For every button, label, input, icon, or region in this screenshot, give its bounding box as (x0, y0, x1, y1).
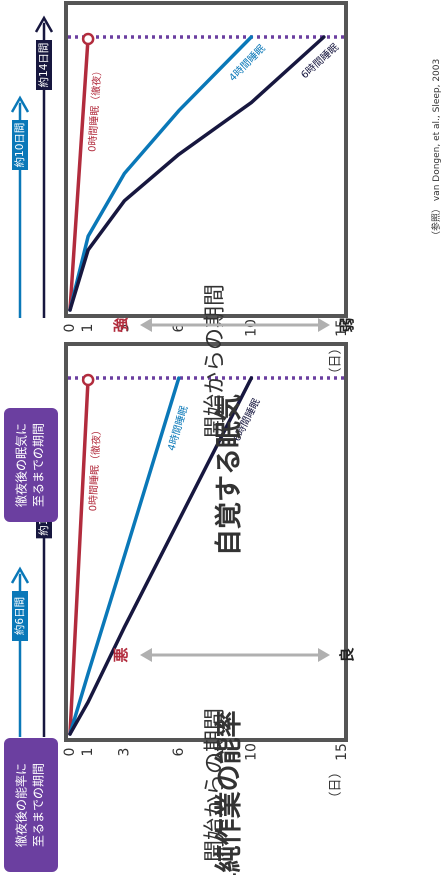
panel-annotations-0: 悪良単純作業の能率徹夜後の能率に至るまでの期間約6日間約10日間 (4, 463, 356, 879)
bracket-arrowhead-1 (34, 15, 54, 33)
value-axis-arrowhead-left (140, 318, 152, 332)
series-line-0 (68, 35, 90, 312)
plot-frame (64, 342, 348, 742)
value-axis-arrowhead-right (318, 648, 330, 662)
x-tick-label-4: 10 (243, 743, 259, 761)
value-axis-title: 単純作業の能率 (213, 711, 245, 876)
x-tick-label-1: 1 (80, 324, 96, 333)
series-line-0 (68, 376, 90, 736)
x-tick-label-0: 0 (62, 324, 78, 333)
value-low-label: 良 (338, 647, 356, 662)
bracket-label-0: 約10日間 (13, 123, 26, 168)
x-tick-label-5: 15 (334, 743, 350, 761)
bracket-label-bg-0 (12, 591, 28, 641)
x-axis-unit: （日） (329, 341, 344, 380)
x-tick-label-3: 6 (171, 747, 187, 756)
series-line-1 (68, 35, 254, 312)
series-line-2 (68, 35, 326, 312)
period-box-line-1: 至るまでの期間 (32, 423, 46, 507)
citation-group: （参照） van Dongen, et al., Sleep, 2003 (430, 59, 442, 240)
bracket-line-0 (18, 102, 22, 318)
series-label-0: 0時間睡眠（徹夜） (85, 65, 104, 152)
bracket-label-bg-0 (12, 120, 28, 170)
bracket-line-0 (18, 573, 22, 737)
plot-frame (64, 1, 348, 318)
value-high-label: 強 (112, 317, 130, 332)
bracket-arrowhead-0 (10, 95, 30, 113)
x-axis-title: 開始からの期間 (203, 284, 228, 438)
series-line-1 (68, 376, 181, 736)
value-axis-arrowhead-left (140, 648, 152, 662)
period-box-line-0: 徹夜後の眠気に (14, 423, 29, 507)
series-label-1: 4時間睡眠 (226, 42, 268, 84)
x-axis-title: 開始からの期間 (203, 708, 228, 862)
x-axis-unit: （日） (329, 765, 344, 804)
chart-panel-sleepiness: 0時間睡眠（徹夜） 4時間睡眠 6時間睡眠 0 1 3 6 10 15 開始からの期間 （日） (62, 1, 350, 438)
x-tick-label-2: 3 (116, 748, 132, 757)
x-tick-label-1: 1 (80, 748, 96, 757)
series-label-0: 0時間睡眠（徹夜） (86, 425, 103, 512)
period-box (4, 408, 58, 522)
period-box-line-1: 至るまでの期間 (32, 763, 46, 847)
value-low-label: 弱 (338, 317, 356, 332)
x-tick-label-3: 6 (171, 323, 187, 332)
bracket-line-1 (42, 22, 46, 318)
x-tick-label-0: 0 (62, 748, 78, 757)
x-tick-label-5: 15 (334, 319, 350, 337)
bracket-arrowhead-0 (10, 566, 30, 584)
value-high-label: 悪 (112, 647, 130, 662)
bracket-label-0: 約6日間 (13, 597, 26, 635)
value-axis-title: 自覚する眠気 (213, 394, 245, 556)
bracket-label-bg-1 (36, 40, 52, 90)
value-axis-arrowhead-right (318, 318, 330, 332)
series-label-2: 6時間睡眠 (298, 40, 341, 81)
bracket-label-1: 約14日間 (37, 43, 50, 88)
period-box-line-0: 徹夜後の能率に (14, 763, 29, 847)
series-line-2 (68, 376, 254, 736)
citation-text: （参照） van Dongen, et al., Sleep, 2003 (430, 59, 442, 240)
period-box (4, 738, 58, 872)
x-tick-label-4: 10 (243, 319, 259, 337)
series-end-marker (81, 373, 95, 387)
x-tick-label-2: 3 (116, 324, 132, 333)
series-end-marker (81, 32, 95, 46)
